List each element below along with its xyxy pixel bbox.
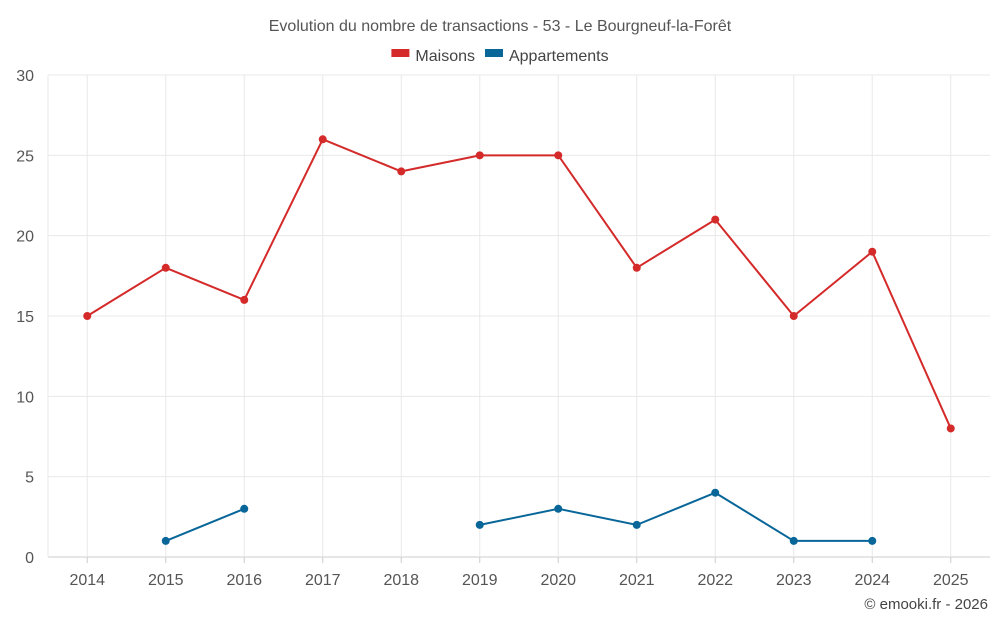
series-line <box>479 491 873 542</box>
data-point-appartements-2016[interactable] <box>240 504 249 513</box>
legend-label: Maisons <box>415 48 475 65</box>
data-point-appartements-2019[interactable] <box>475 520 484 529</box>
data-point-maisons-2022[interactable] <box>711 215 720 224</box>
data-point-maisons-2015[interactable] <box>161 263 170 272</box>
legend[interactable]: Maisons Appartements <box>391 48 609 65</box>
data-point-appartements-2022[interactable] <box>711 488 720 497</box>
series-line <box>165 507 245 542</box>
y-tick-label: 15 <box>16 309 34 326</box>
x-tick-label: 2015 <box>148 572 184 589</box>
data-point-appartements-2021[interactable] <box>632 520 641 529</box>
data-point-maisons-2023[interactable] <box>789 312 798 320</box>
x-axis: 2014 2015 2016 2017 2018 2019 2020 2021 2022 2023… <box>69 557 969 589</box>
series <box>83 135 955 545</box>
data-point-maisons-2014[interactable] <box>83 312 92 320</box>
x-tick-label: 2014 <box>69 572 105 589</box>
x-tick-label: 2023 <box>776 572 812 589</box>
x-tick-label: 2018 <box>383 572 419 589</box>
x-tick-label: 2017 <box>305 572 341 589</box>
data-point-maisons-2025[interactable] <box>946 424 955 433</box>
data-point-appartements-2020[interactable] <box>554 504 563 513</box>
data-point-maisons-2024[interactable] <box>868 247 877 256</box>
x-tick-label: 2019 <box>462 572 498 589</box>
chart-title: Evolution du nombre de transactions - 53… <box>269 18 732 35</box>
x-tick-label: 2025 <box>933 572 969 589</box>
y-tick-label: 10 <box>16 389 34 406</box>
data-point-maisons-2019[interactable] <box>475 151 484 160</box>
data-point-maisons-2020[interactable] <box>554 151 563 160</box>
y-tick-label: 20 <box>16 229 34 246</box>
x-tick-label: 2016 <box>226 572 262 589</box>
x-tick-label: 2024 <box>854 572 890 589</box>
data-point-appartements-2023[interactable] <box>789 536 798 545</box>
legend-swatch <box>391 49 410 57</box>
x-tick-label: 2022 <box>697 572 733 589</box>
y-tick-label: 0 <box>25 550 34 567</box>
x-tick-label: 2021 <box>619 572 655 589</box>
y-tick-label: 5 <box>25 470 34 487</box>
grid <box>47 74 990 558</box>
data-point-maisons-2017[interactable] <box>318 135 327 144</box>
legend-item-maisons[interactable]: Maisons <box>391 48 475 65</box>
legend-swatch <box>484 49 503 57</box>
y-tick-label: 25 <box>16 148 34 165</box>
data-point-maisons-2021[interactable] <box>632 263 641 272</box>
data-point-maisons-2016[interactable] <box>240 295 249 304</box>
y-axis: 0 5 10 15 20 25 30 <box>16 68 34 567</box>
series-line <box>86 138 952 429</box>
data-point-appartements-2024[interactable] <box>868 536 877 545</box>
chart-credit: © emooki.fr - 2026 <box>864 596 988 613</box>
series-maisons <box>83 135 955 433</box>
data-point-appartements-2015[interactable] <box>161 536 170 545</box>
data-point-maisons-2018[interactable] <box>397 167 406 176</box>
series-appartements <box>161 488 877 545</box>
y-tick-label: 30 <box>16 68 34 85</box>
legend-label: Appartements <box>509 48 609 65</box>
legend-item-appartements[interactable]: Appartements <box>484 48 609 65</box>
x-tick-label: 2020 <box>540 572 576 589</box>
